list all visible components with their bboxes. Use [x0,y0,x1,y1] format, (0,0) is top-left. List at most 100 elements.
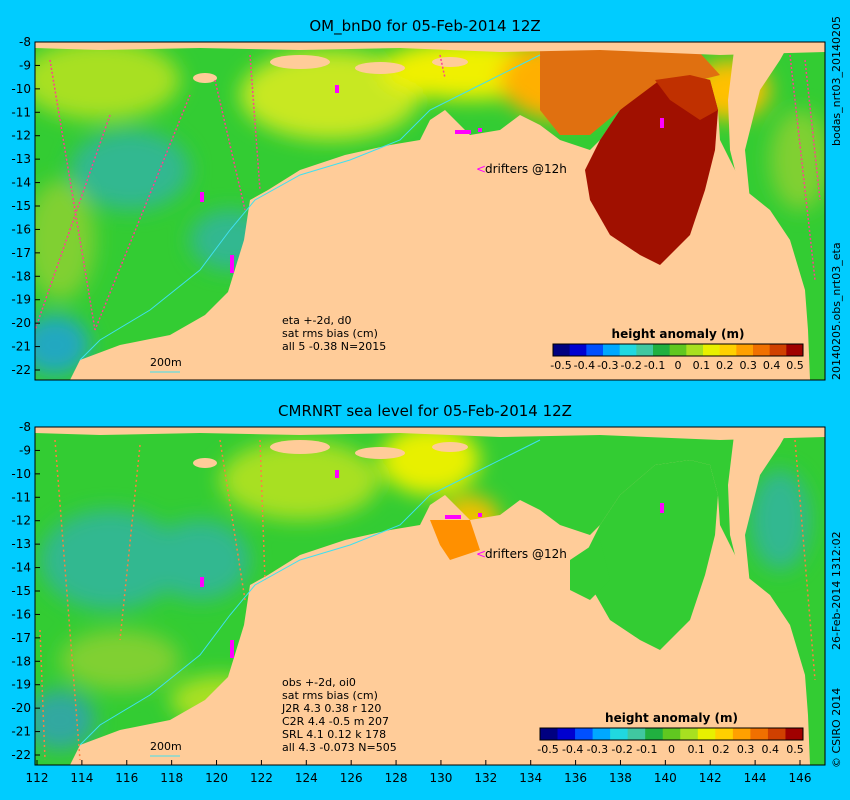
colorbar-swatch [645,728,664,740]
y-tick-label: -15 [11,584,31,598]
stats-line: SRL 4.1 0.12 k 178 [282,728,386,741]
colorbar-swatch [557,728,576,740]
x-tick-label: 138 [609,771,632,785]
y-tick-label: -16 [11,607,31,621]
colorbar-tick-label: 0.4 [762,743,780,756]
colorbar-swatch [540,728,559,740]
y-tick-label: -8 [19,35,31,49]
colorbar-tick-label: -0.3 [587,743,608,756]
x-tick-label: 130 [429,771,452,785]
panel-1-y-axis: -8 -9 -10 -11 -12 -13 -14 -15 -16 -17 -18 -19 -20 -21… [11,35,40,377]
colorbar-tick-label: 0.3 [737,743,755,756]
y-tick-label: -20 [11,316,31,330]
colorbar-tick-label: -0.2 [611,743,632,756]
y-tick-label: -14 [11,176,31,190]
y-tick-label: -19 [11,678,31,692]
y-tick-label: -10 [11,82,31,96]
x-tick-label: 112 [26,771,49,785]
drifters [200,85,664,273]
panel-1-map [35,42,825,380]
y-tick-label: -18 [11,654,31,668]
colorbar-swatch [680,728,699,740]
colorbar-tick-label: 0.5 [786,359,804,372]
y-tick-label: -17 [11,631,31,645]
colorbar-tick-label: -0.5 [537,743,558,756]
colorbar-swatch [592,728,611,740]
panel-2-scale-label: 200m [150,740,182,753]
stats-line: eta +-2d, d0 [282,314,351,327]
colorbar-swatch [786,344,804,356]
colorbar-swatch [719,344,737,356]
gulf-anomaly [585,460,718,650]
stats-line: J2R 4.3 0.38 r 120 [281,702,381,715]
colorbar-swatch [686,344,704,356]
y-tick-label: -10 [11,467,31,481]
x-tick-label: 136 [564,771,587,785]
satellite-tracks [39,439,816,761]
x-axis: 112 114 116 118 120 122 124 126 128 130 132 134 136 1… [26,760,811,785]
colorbar-tick-label: -0.1 [636,743,657,756]
colorbar-tick-label: 0 [668,743,675,756]
stats-line: sat rms bias (cm) [282,689,378,702]
colorbar-swatch [553,344,571,356]
colorbar-swatch [610,728,629,740]
colorbar-tick-label: 0.1 [693,359,711,372]
x-tick-label: 116 [115,771,138,785]
x-tick-label: 126 [340,771,363,785]
y-tick-label: -12 [11,129,31,143]
panel-1-colorbar: height anomaly (m)-0.5 -0.4 -0.3 -0.2 -0.1 0 0… [550,327,803,372]
colorbar-tick-label: -0.5 [550,359,571,372]
colorbar-swatch [575,728,594,740]
colorbar-swatch [697,728,716,740]
panel-2-map [35,427,825,765]
y-tick-label: -14 [11,561,31,575]
x-tick-label: 122 [250,771,273,785]
y-tick-label: -9 [19,58,31,72]
y-tick-label: -11 [11,490,31,504]
colorbar-tick-label: -0.4 [574,359,595,372]
colorbar-swatch [715,728,734,740]
y-tick-label: -21 [11,340,31,354]
colorbar-swatch [662,728,681,740]
colorbar-swatch [669,344,687,356]
colorbar-swatch [703,344,721,356]
colorbar-tick-label: -0.4 [562,743,583,756]
colorbar-swatch [767,728,786,740]
isobath-200m [79,439,541,746]
colorbar-tick-label: 0 [675,359,682,372]
stats-line: all 5 -0.38 N=2015 [282,340,386,353]
y-tick-label: -9 [19,443,31,457]
new-guinea-landmass [728,427,790,585]
colorbar-swatch [750,728,769,740]
satellite-tracks [35,54,821,331]
y-tick-label: -13 [11,537,31,551]
colorbar-tick-label: 0.1 [687,743,705,756]
isobath-200m [79,54,541,361]
colorbar-swatch [736,344,754,356]
x-tick-label: 142 [699,771,722,785]
y-tick-label: -17 [11,246,31,260]
stats-line: sat rms bias (cm) [282,327,378,340]
x-tick-label: 128 [385,771,408,785]
x-tick-label: 118 [160,771,183,785]
colorbar-title: height anomaly (m) [612,327,745,341]
y-tick-label: -18 [11,269,31,283]
new-guinea-landmass [728,42,790,200]
panel-2-drifters-label: drifters @12h [485,547,567,561]
colorbar-swatch [785,728,804,740]
x-tick-label: 124 [295,771,318,785]
panel-1-title: OM_bnD0 for 05-Feb-2014 12Z [309,17,541,35]
panel-2-y-axis: -8 -9 -10 -11 -12 -13 -14 -15 -16 -17 -18 -19 -20 -21… [11,420,40,762]
x-tick-label: 144 [744,771,767,785]
x-tick-label: 132 [474,771,497,785]
colorbar-swatch [653,344,671,356]
panel-1-drifters-label: drifters @12h [485,162,567,176]
y-tick-label: -19 [11,293,31,307]
y-tick-label: -12 [11,514,31,528]
colorbar-tick-label: 0.4 [763,359,781,372]
x-tick-label: 120 [205,771,228,785]
colorbar-swatch [603,344,621,356]
